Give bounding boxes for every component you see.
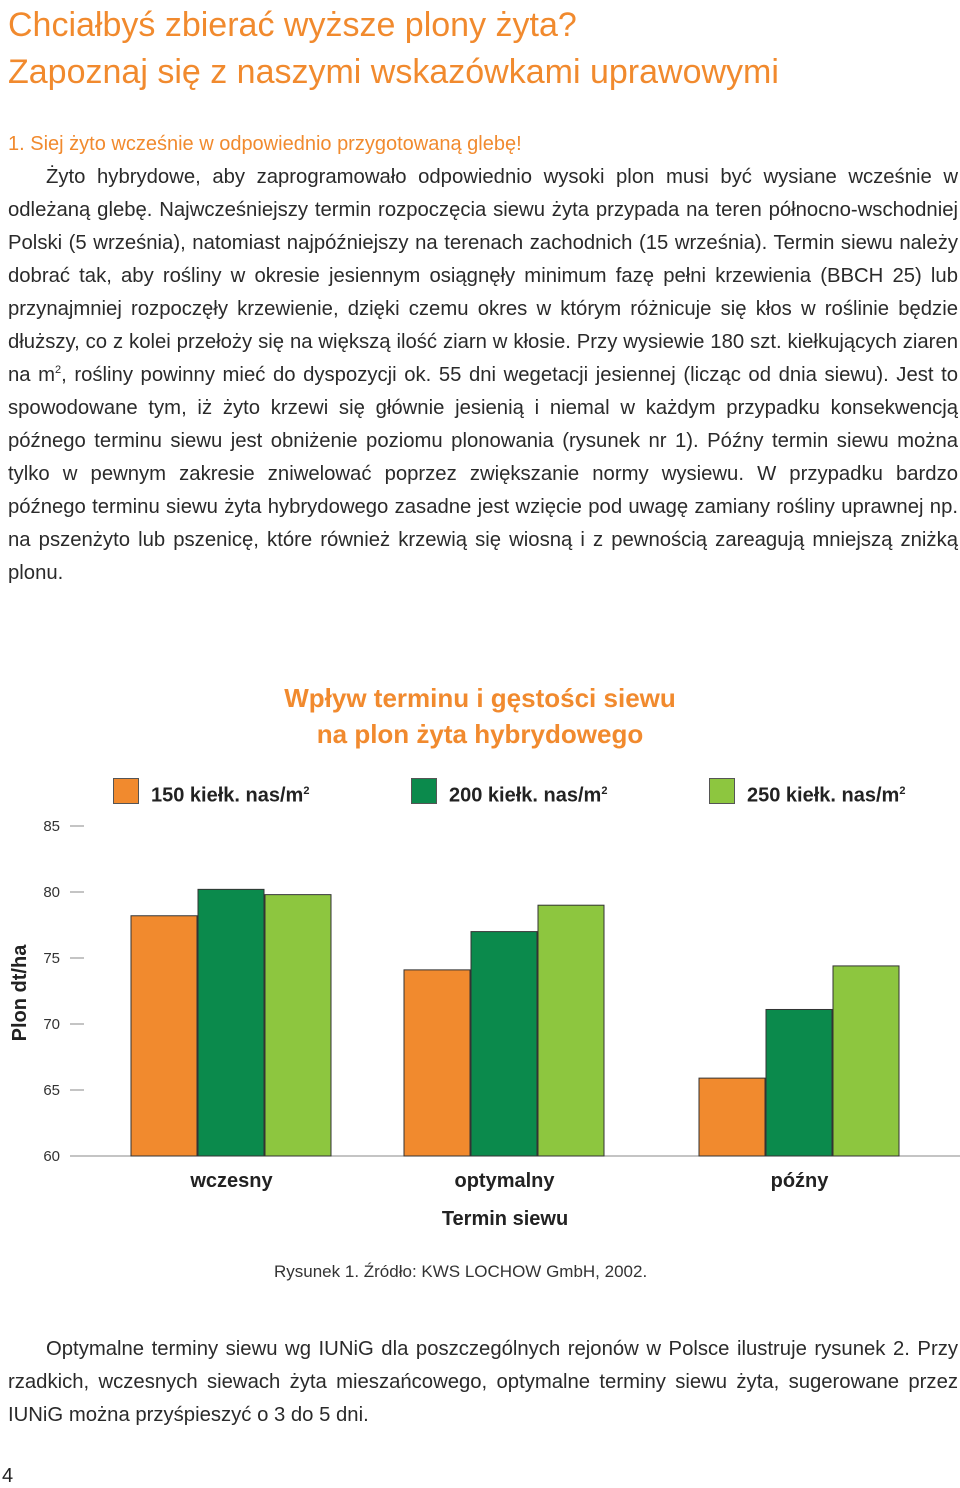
closing-paragraph: Optymalne terminy siewu wg IUNiG dla pos… [8,1333,958,1432]
legend-text-200: 200 kiełk. nas/m [449,784,602,807]
page-number: 4 [2,1465,14,1487]
bar [403,969,471,1157]
y-tick-label: 60 [43,1148,60,1165]
paragraph-superscript: 2 [55,364,62,377]
bar [197,888,265,1157]
chart-title-line-1: Wpływ terminu i gęstości siewu [284,683,676,713]
closing-paragraph-text: Optymalne terminy siewu wg IUNiG dla pos… [8,1338,958,1426]
legend-swatch-200 [411,778,437,804]
paragraph-indent [8,1338,46,1360]
bar [130,915,198,1157]
paragraph-text-part2: , rośliny powinny mieć do dyspozycji ok.… [8,364,958,584]
legend-label-150: 150 kiełk. nas/m2 [151,778,309,809]
legend-label-200: 200 kiełk. nas/m2 [449,778,607,809]
chart-plot: 85 80 75 70 65 60 wczesny optymalny późny Termin … [9,818,960,1230]
y-tick-label: 75 [43,950,60,967]
legend-text-250: 250 kiełk. nas/m [747,784,900,807]
bar [470,931,538,1157]
legend-swatch-150 [113,778,139,804]
figure-caption: Rysunek 1. Źródło: KWS LOCHOW GmbH, 2002… [274,1262,648,1281]
legend-label-250: 250 kiełk. nas/m2 [747,778,905,809]
paragraph-text-part1: Żyto hybrydowe, aby zaprogramowało odpow… [8,166,958,386]
legend-sup-200: 2 [601,785,608,797]
chart-title-line-2: na plon żyta hybrydowego [316,719,644,749]
legend-text-150: 150 kiełk. nas/m [151,784,304,807]
title-line-1: Chciałbyś zbierać wyższe plony żyta? [8,6,577,44]
bar [832,965,900,1157]
legend-sup-250: 2 [899,785,906,797]
x-axis-label: Termin siewu [442,1208,568,1230]
y-tick-label: 65 [43,1082,60,1099]
bar [264,894,332,1157]
chart-title: Wpływ terminu i gęstości siewu na plon ż… [230,680,730,752]
y-tick-label: 70 [43,1016,60,1033]
section-paragraph: Żyto hybrydowe, aby zaprogramowało odpow… [8,161,958,590]
yield-chart: Wpływ terminu i gęstości siewu na plon ż… [0,670,960,1310]
y-axis-label: Plon dt/ha [9,944,31,1042]
bar [537,904,605,1157]
legend-swatch-250 [709,778,735,804]
title-line-2: Zapoznaj się z naszymi wskazówkami upraw… [8,53,779,91]
x-tick-label: optymalny [454,1170,555,1192]
bar [698,1077,766,1157]
legend-sup-150: 2 [303,785,310,797]
paragraph-indent [8,166,46,188]
section-heading: 1. Siej żyto wcześnie w odpowiednio przy… [8,133,522,155]
y-tick-label: 80 [43,884,60,901]
page-title: Chciałbyś zbierać wyższe plony żyta? Zap… [8,2,952,96]
y-tick-label: 85 [43,818,60,835]
x-tick-label: późny [771,1170,830,1192]
bar [765,1008,833,1157]
x-tick-label: wczesny [189,1170,273,1192]
